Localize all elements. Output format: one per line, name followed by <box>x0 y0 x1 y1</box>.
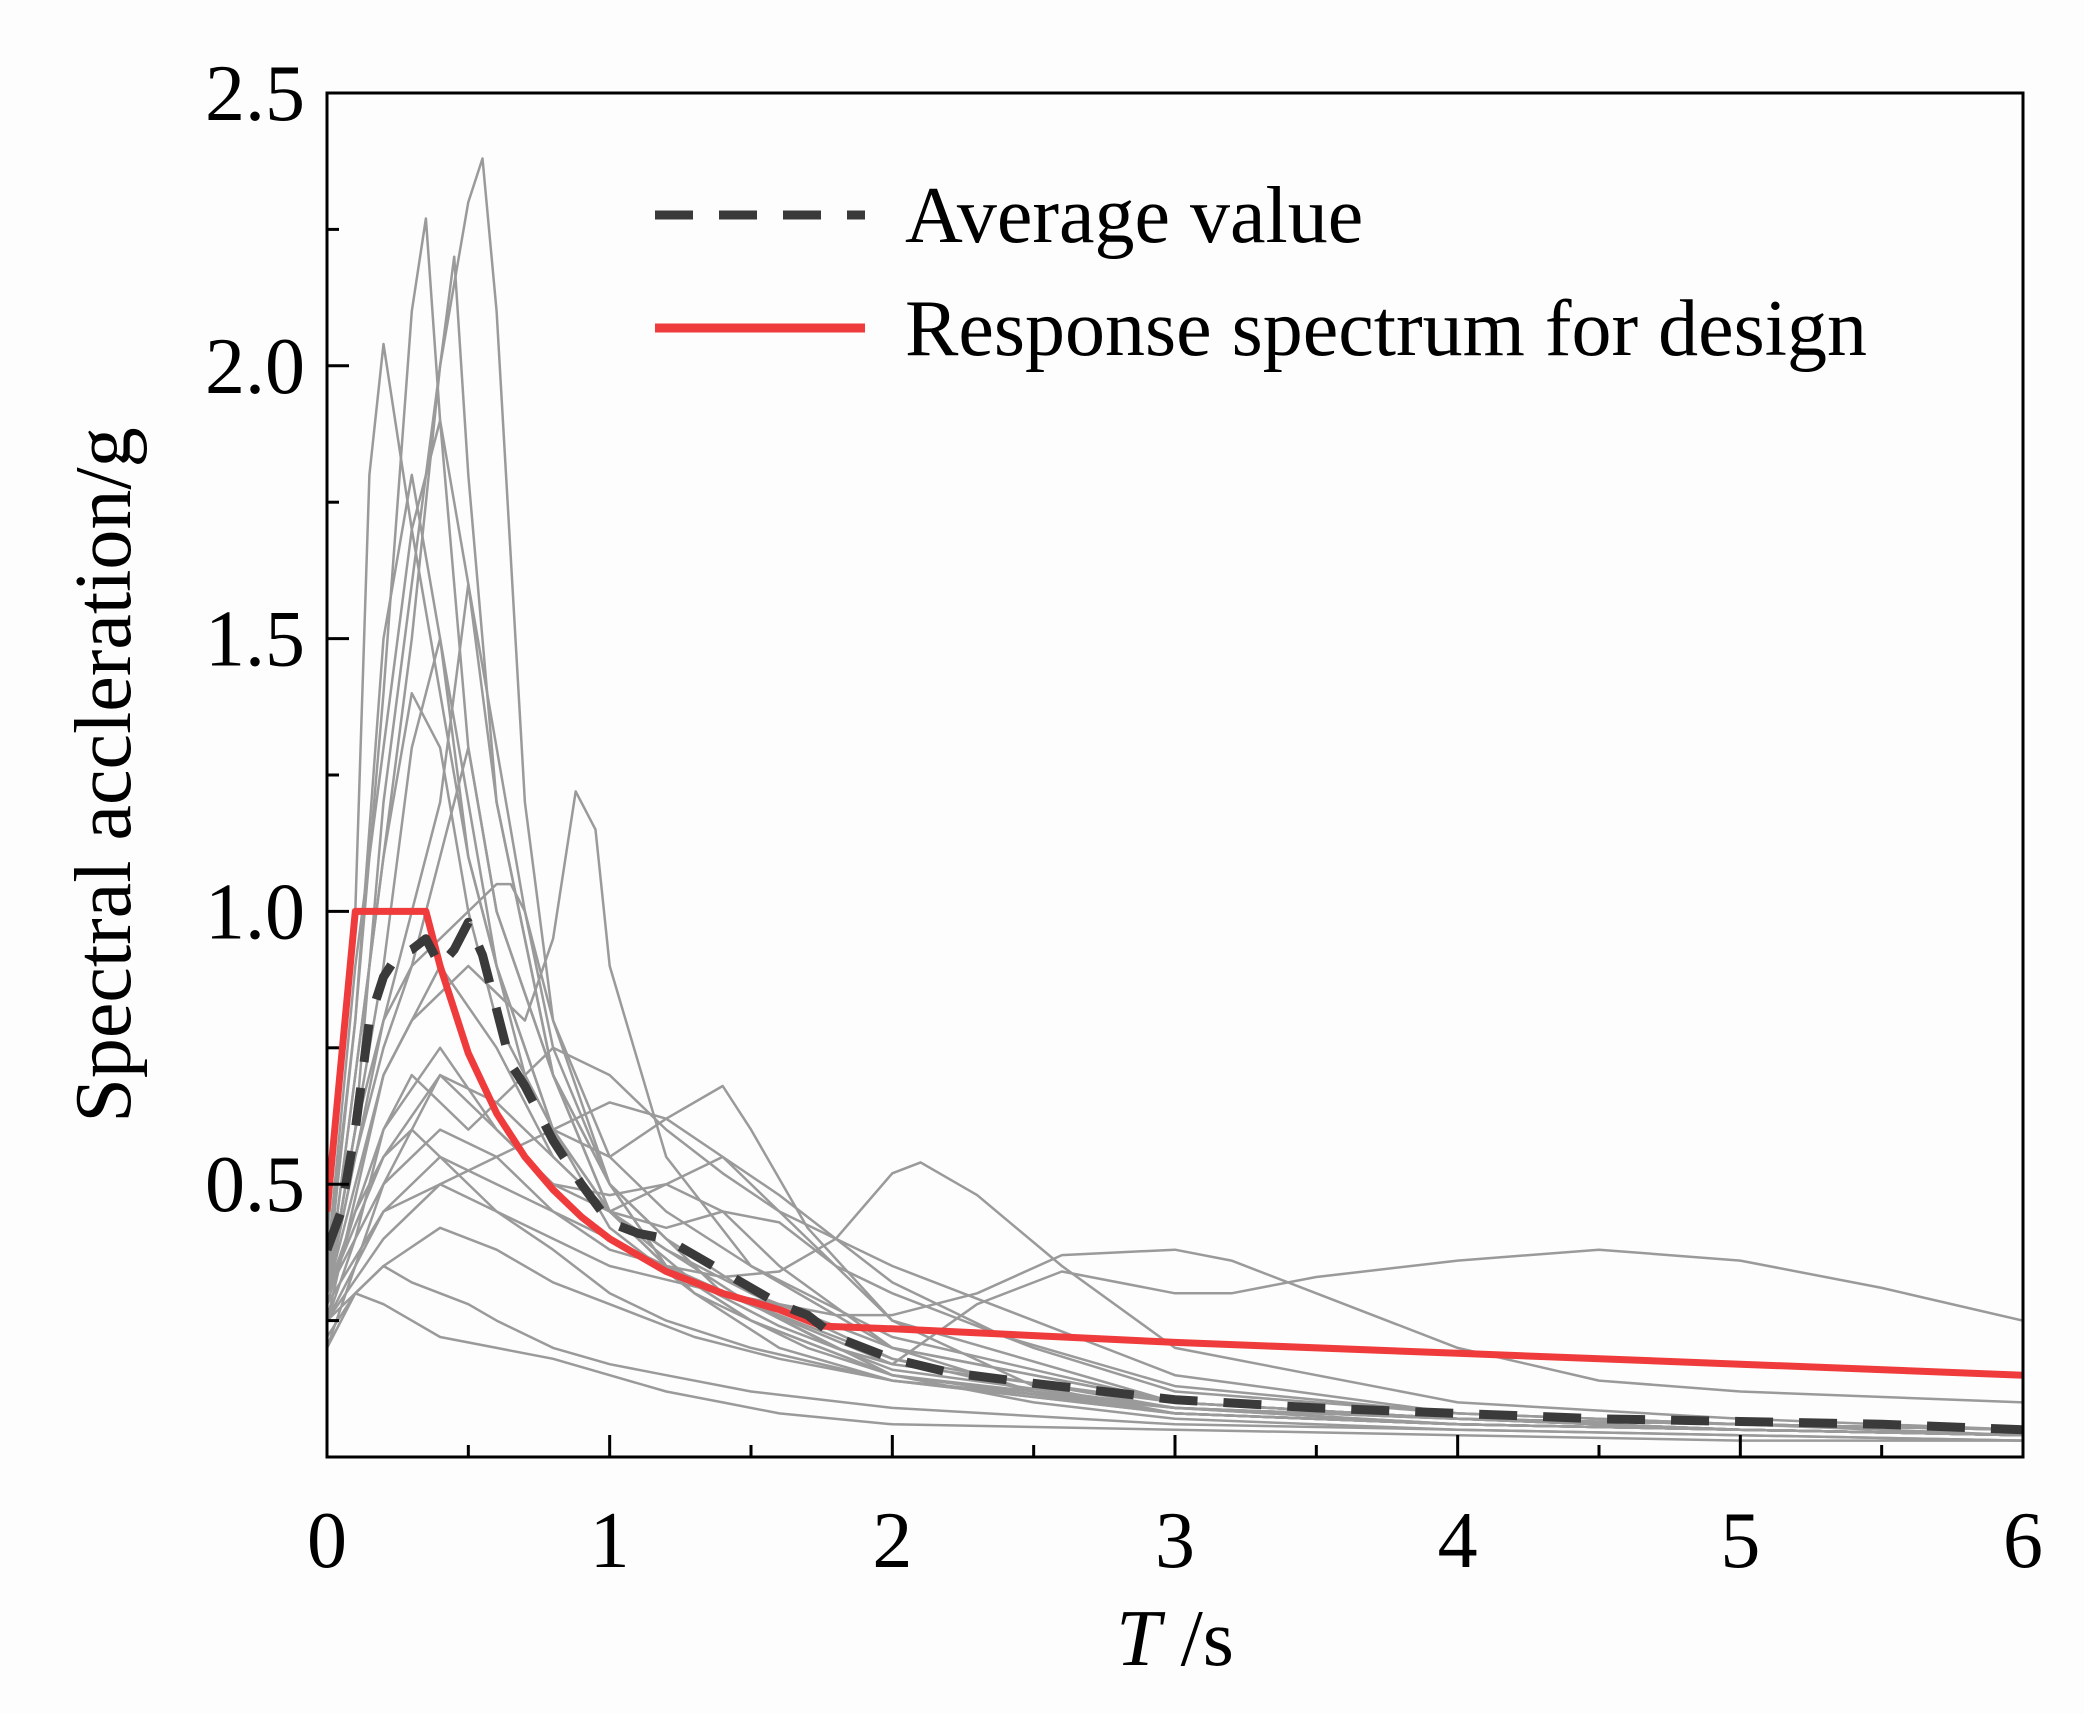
record-line-4 <box>327 255 2023 1437</box>
record-line-22 <box>327 964 2023 1442</box>
y-tick-label: 1.5 <box>205 596 305 684</box>
x-tick-label: 5 <box>1720 1497 1760 1585</box>
record-line-19 <box>327 1128 2023 1437</box>
x-tick-label: 3 <box>1155 1497 1195 1585</box>
y-axis-ticks: 0.5 1.0 1.5 2.0 2.5 <box>205 50 349 1323</box>
record-line-25 <box>327 1046 2023 1437</box>
legend-label-average: Average value <box>905 172 1363 260</box>
y-tick-label: 2.5 <box>205 50 305 138</box>
legend: Average value Response spectrum for desi… <box>655 172 1867 373</box>
record-line-10 <box>327 1264 2023 1442</box>
y-tick-label: 2.0 <box>205 323 305 411</box>
y-tick-label: 1.0 <box>205 868 305 956</box>
x-axis-title: T /s <box>1116 1595 1234 1683</box>
x-tick-label: 2 <box>872 1497 912 1585</box>
legend-label-design: Response spectrum for design <box>905 285 1867 373</box>
design-spectrum-line <box>327 907 2023 1379</box>
record-series-group <box>327 157 2023 1442</box>
record-line-21 <box>327 473 2023 1437</box>
record-line-14 <box>327 882 2023 1437</box>
record-line-20 <box>327 1101 2023 1431</box>
x-tick-label: 0 <box>307 1497 347 1585</box>
average-line <box>327 917 2023 1435</box>
record-line-6 <box>327 1046 2023 1437</box>
x-tick-label: 4 <box>1438 1497 1478 1585</box>
record-line-24 <box>327 1226 2023 1431</box>
record-line-23 <box>327 746 2023 1437</box>
record-line-12 <box>327 637 2023 1437</box>
record-line-16 <box>327 419 2023 1431</box>
y-tick-label: 0.5 <box>205 1141 305 1229</box>
design-series-group <box>327 907 2023 1379</box>
average-series-group <box>327 917 2023 1435</box>
x-axis-ticks: 0 1 2 3 4 5 6 <box>307 1435 2043 1585</box>
x-axis-title-unit: /s <box>1161 1595 1234 1683</box>
y-axis-title: Spectral accleration/g <box>60 427 148 1122</box>
x-axis-title-symbol: T <box>1116 1595 1166 1683</box>
record-line-13 <box>327 582 2023 1437</box>
x-tick-label: 1 <box>590 1497 630 1585</box>
record-line-7 <box>327 1128 2023 1431</box>
record-line-11 <box>327 1292 2023 1442</box>
x-tick-label: 6 <box>2003 1497 2043 1585</box>
